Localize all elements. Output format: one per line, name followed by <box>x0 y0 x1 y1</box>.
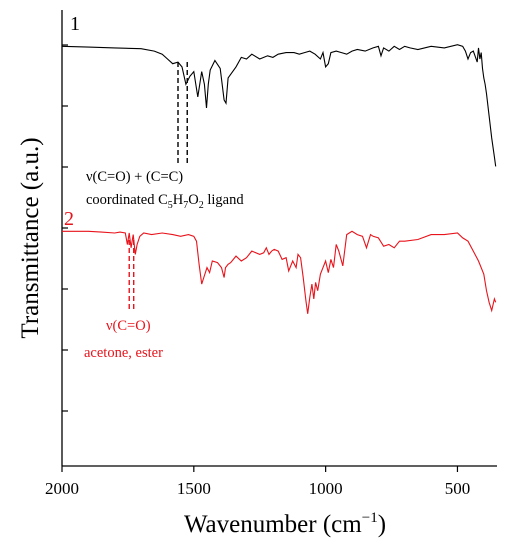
series-1-line <box>61 44 497 167</box>
x-tick-label: 1500 <box>177 479 211 498</box>
x-ticks: 2000 1500 1000 500 <box>45 466 470 498</box>
annotation-1-sub-2: 7 <box>183 200 188 211</box>
x-tick-label: 2000 <box>45 479 79 498</box>
series-1-number: 1 <box>70 13 80 35</box>
y-axis-label: Transmittance (a.u.) <box>17 137 44 338</box>
annotation-1-line-1: ν(C=O) + (C=C) <box>86 169 183 185</box>
annotation-1-mid-2: O <box>188 192 198 208</box>
annotation-1-line-2: coordinated C5H7O2 ligand <box>86 192 244 211</box>
annotation-2-line-1: ν(C=O) <box>106 318 151 334</box>
y-ticks <box>62 44 68 412</box>
x-axis-label: Wavenumber (cm−1) <box>184 510 386 538</box>
annotation-1-mid-1: H <box>173 192 184 208</box>
x-axis-label-close: ) <box>378 511 386 538</box>
series-2-dashed-markers <box>128 240 135 312</box>
x-tick-label: 1000 <box>309 479 343 498</box>
annotation-1-line-2-pre: coordinated C <box>86 192 168 208</box>
x-axis-label-main: Wavenumber (cm <box>184 511 362 538</box>
x-tick-label: 500 <box>445 479 471 498</box>
annotation-2-line-2: acetone, ester <box>84 345 163 361</box>
annotation-1-sub-1: 5 <box>168 200 173 211</box>
series-2-number: 2 <box>64 208 74 230</box>
x-axis-label-sup: −1 <box>362 510 378 526</box>
series-1-dashed-markers <box>177 62 188 165</box>
series-2-line <box>62 230 497 314</box>
annotation-1-sub-3: 2 <box>199 200 204 211</box>
annotation-1-post: ligand <box>204 192 245 208</box>
